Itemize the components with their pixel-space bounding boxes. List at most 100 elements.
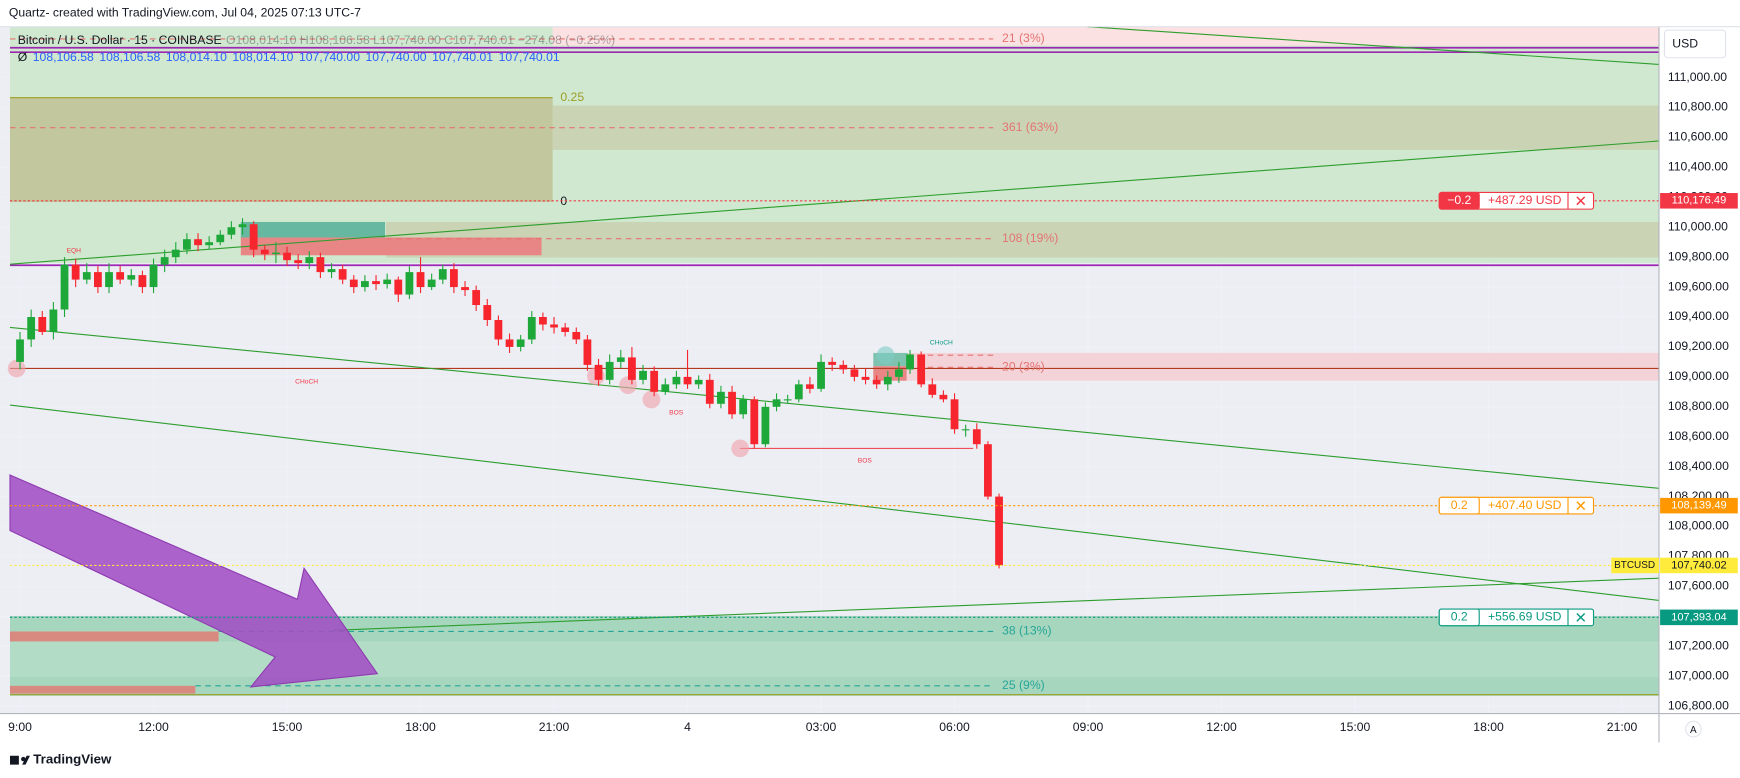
x-tick-label: 06:00 bbox=[939, 720, 970, 734]
candle-body bbox=[527, 317, 536, 340]
smc-label: CHoCH bbox=[295, 379, 318, 386]
arrow bbox=[9, 474, 379, 688]
candle-body bbox=[461, 287, 469, 291]
indicator-value: 108,106.58 bbox=[99, 50, 160, 64]
candle-body bbox=[327, 269, 336, 273]
candle-body bbox=[817, 361, 825, 389]
y-tick-label: 109,800.00 bbox=[1668, 249, 1729, 263]
candle-body bbox=[972, 429, 981, 445]
zone bbox=[552, 105, 1659, 150]
drawings bbox=[7, 26, 1660, 696]
candle-body bbox=[450, 269, 458, 288]
position-qty-box bbox=[1438, 191, 1480, 210]
trend-line bbox=[1087, 26, 1660, 65]
x-tick-label: 15:00 bbox=[272, 720, 303, 734]
candle-body bbox=[806, 384, 814, 389]
x-tick-label: 12:00 bbox=[138, 720, 169, 734]
auto-button-label[interactable]: A bbox=[1690, 725, 1697, 736]
candle-body bbox=[505, 339, 514, 347]
smc-label: BOS bbox=[858, 457, 873, 464]
symbol-box bbox=[1611, 557, 1659, 574]
candle-body bbox=[683, 376, 692, 385]
y-tick-label: 107,200.00 bbox=[1668, 638, 1729, 652]
candle-body bbox=[283, 252, 291, 261]
axes: 106,800.00107,000.00107,200.00107,400.00… bbox=[8, 70, 1738, 734]
candle-body bbox=[783, 399, 792, 401]
candle-body bbox=[639, 370, 647, 380]
candles bbox=[16, 218, 1003, 569]
position-qty-box bbox=[1438, 496, 1480, 515]
indicator-value: 108,106.58 bbox=[33, 50, 94, 64]
x-tick-label: 09:00 bbox=[1073, 720, 1104, 734]
y-tick-label: 109,400.00 bbox=[1668, 309, 1729, 323]
y-tick-label: 110,600.00 bbox=[1668, 130, 1728, 144]
candle-body bbox=[750, 399, 759, 445]
auto-button[interactable] bbox=[1685, 720, 1702, 738]
indicator-line: Ø 108,106.58 108,106.58 108,014.10 108,014.1… bbox=[18, 50, 560, 64]
indicator-value: 108,014.10 bbox=[166, 50, 227, 64]
price-label: 107,393.04 bbox=[1671, 611, 1726, 623]
candle-body bbox=[705, 379, 714, 404]
x-tick-label: 4 bbox=[684, 720, 691, 734]
position-close-icon bbox=[1576, 612, 1586, 622]
trend-line bbox=[332, 577, 1660, 631]
symbol: Bitcoin / U.S. Dollar · 15 · COINBASE bbox=[18, 33, 222, 47]
price-label: 107,740.02 bbox=[1671, 559, 1726, 571]
candle-body bbox=[305, 257, 314, 264]
zone bbox=[873, 352, 1659, 381]
candle-body bbox=[761, 406, 770, 445]
fib-label: 0.25 bbox=[560, 90, 584, 104]
y-tick-label: 108,600.00 bbox=[1668, 429, 1729, 443]
candle-body bbox=[616, 357, 625, 362]
position-qty: −0.2 bbox=[1447, 193, 1471, 207]
candle-body bbox=[861, 376, 870, 380]
x-tick-label: 9:00 bbox=[8, 720, 32, 734]
y-tick-label: 110,000.00 bbox=[1668, 219, 1728, 233]
x-tick-label: 18:00 bbox=[405, 720, 436, 734]
candle-body bbox=[372, 281, 380, 285]
zone bbox=[9, 685, 196, 694]
indicator-value: 107,740.01 bbox=[432, 50, 493, 64]
fib-label: 361 (63%) bbox=[1002, 120, 1058, 134]
candle-body bbox=[260, 249, 269, 255]
candle-body bbox=[60, 264, 69, 310]
candle-body bbox=[594, 364, 603, 380]
indicator-value: 107,740.00 bbox=[299, 50, 360, 64]
currency-box bbox=[1663, 29, 1727, 59]
candle-body bbox=[539, 317, 547, 325]
candle-body bbox=[650, 370, 659, 392]
y-tick-label: 109,000.00 bbox=[1668, 369, 1729, 383]
x-tick-label: 21:00 bbox=[1607, 720, 1638, 734]
candle-body bbox=[728, 391, 736, 415]
candle-body bbox=[105, 272, 113, 288]
candle-body bbox=[661, 384, 670, 392]
trend-line bbox=[9, 404, 1660, 601]
candle-body bbox=[171, 249, 180, 258]
candle-body bbox=[516, 339, 525, 347]
y-tick-label: 108,800.00 bbox=[1668, 399, 1729, 413]
candle-body bbox=[16, 339, 24, 362]
candle-body bbox=[995, 496, 1003, 566]
indicator-value: 107,740.01 bbox=[499, 50, 560, 64]
smc-label: EQH bbox=[67, 248, 82, 255]
x-tick-label: 15:00 bbox=[1340, 720, 1371, 734]
candle-body bbox=[205, 242, 214, 246]
candle-body bbox=[361, 281, 369, 288]
symbol-label: BTCUSD bbox=[1614, 560, 1655, 571]
candle-body bbox=[772, 399, 781, 407]
position-pnl: +407.40 USD bbox=[1488, 498, 1562, 512]
candle-body bbox=[38, 317, 47, 332]
candle-body bbox=[906, 354, 914, 370]
marker bbox=[731, 439, 750, 458]
candle-body bbox=[839, 364, 848, 370]
x-tick-label: 12:00 bbox=[1206, 720, 1237, 734]
candle-body bbox=[94, 272, 102, 288]
candle-body bbox=[694, 379, 703, 385]
candle-body bbox=[883, 376, 892, 385]
candle-body bbox=[183, 239, 191, 250]
candle-body bbox=[294, 260, 303, 264]
candle-body bbox=[739, 399, 748, 415]
zone bbox=[9, 631, 219, 642]
candle-body bbox=[138, 275, 147, 288]
y-tick-label: 106,800.00 bbox=[1668, 698, 1729, 712]
